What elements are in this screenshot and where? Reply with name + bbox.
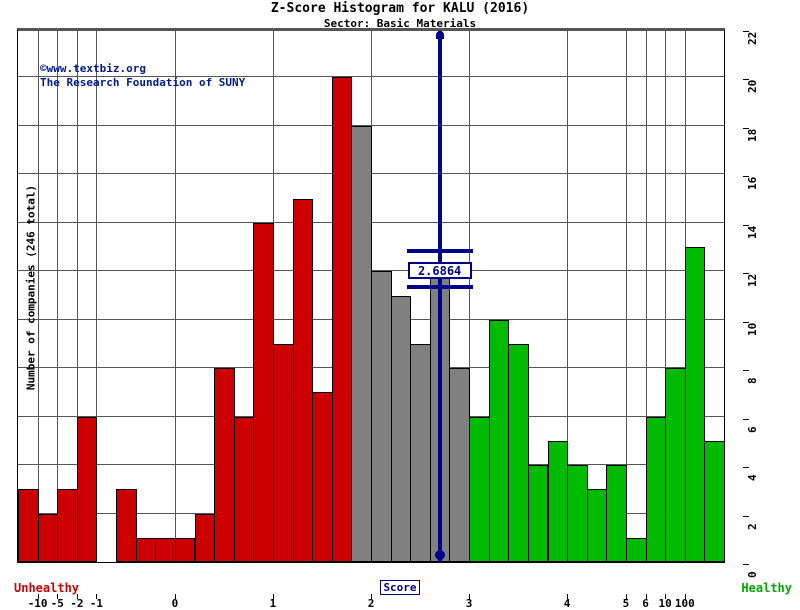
- histogram-bar: [410, 343, 431, 562]
- x-axis-tick-label: 0: [171, 597, 179, 610]
- histogram-bar: [331, 77, 353, 562]
- unhealthy-label: Unhealthy: [14, 581, 80, 595]
- x-axis-tick-label: 2: [367, 597, 375, 610]
- x-axis-tick-mark: [665, 594, 667, 599]
- histogram-bar: [606, 465, 627, 562]
- x-axis-tick-mark: [57, 594, 59, 599]
- x-axis-tick-mark: [625, 594, 627, 599]
- x-axis-tick-mark: [96, 594, 98, 599]
- chart-header: Z-Score Histogram for KALU (2016) Sector…: [0, 0, 800, 31]
- histogram-bar: [194, 513, 216, 562]
- score-marker-cap: [435, 31, 444, 39]
- histogram-bar: [684, 247, 706, 562]
- x-axis-tick-label: 4: [563, 597, 571, 610]
- score-marker-lower-whisker: [406, 285, 473, 290]
- x-axis-tick-label: -1: [89, 597, 104, 610]
- x-axis-label: Score: [0, 580, 800, 595]
- histogram-bars: [18, 31, 725, 562]
- score-marker-dot: [434, 550, 445, 560]
- x-axis-tick-mark: [684, 594, 686, 599]
- x-axis-tick-mark: [76, 594, 78, 599]
- histogram-bar: [390, 295, 412, 562]
- histogram-bar: [76, 416, 98, 562]
- y-axis-tick-label: 10: [746, 322, 759, 336]
- x-axis-tick-mark: [645, 594, 647, 599]
- histogram-bar: [155, 537, 176, 562]
- x-axis-tick-label: 3: [465, 597, 473, 610]
- histogram-bar: [508, 343, 529, 562]
- x-axis-tick-label: 1: [269, 597, 277, 610]
- histogram-bar: [292, 198, 314, 562]
- y-axis-tick-mark: [743, 31, 749, 32]
- histogram-bar: [665, 368, 686, 562]
- y-axis-tick-label: 16: [746, 177, 759, 191]
- x-axis-tick-mark: [272, 594, 274, 599]
- histogram-plot-area: ©www.textbiz.org The Research Foundation…: [17, 28, 759, 610]
- x-axis-label-text: Score: [380, 580, 420, 595]
- y-axis-tick-label: 0: [746, 571, 759, 578]
- histogram-bar: [704, 440, 725, 562]
- score-marker-upper-whisker: [406, 249, 473, 254]
- y-axis-tick-mark: [743, 467, 749, 469]
- healthy-label: Healthy: [741, 581, 792, 595]
- y-axis-label: Number of companies (246 total): [24, 184, 38, 391]
- y-axis-tick-label: 18: [746, 128, 759, 142]
- y-axis-tick-mark: [743, 564, 749, 565]
- y-axis-tick-label: 4: [746, 474, 759, 482]
- y-axis-tick-mark: [743, 321, 749, 323]
- histogram-bar: [567, 465, 588, 562]
- histogram-bar: [625, 537, 647, 562]
- y-axis-tick-label: 8: [746, 377, 759, 385]
- histogram-bar: [174, 537, 196, 562]
- y-axis-tick-label: 6: [746, 426, 759, 433]
- histogram-bar: [233, 416, 255, 562]
- histogram-bar: [351, 125, 372, 562]
- x-axis-tick-mark: [567, 594, 569, 599]
- score-marker-label: 2.6864: [407, 262, 472, 280]
- y-axis-tick-mark: [743, 224, 749, 226]
- histogram-bar: [312, 392, 333, 562]
- histogram-bar: [37, 513, 59, 562]
- x-axis-tick-mark: [371, 594, 372, 599]
- y-axis-tick-label: 2: [746, 522, 759, 530]
- y-axis-tick-mark: [743, 127, 749, 129]
- histogram-bar: [449, 368, 471, 562]
- y-axis-tick-mark: [743, 370, 749, 372]
- y-axis-tick-mark: [743, 79, 749, 81]
- y-axis-tick-label: 12: [746, 274, 759, 288]
- credit-line-1: ©www.textbiz.org: [40, 62, 146, 75]
- histogram-bar: [253, 222, 274, 562]
- page-title: Z-Score Histogram for KALU (2016): [270, 1, 530, 16]
- credit-watermark: ©www.textbiz.org The Research Foundation…: [40, 62, 245, 90]
- y-axis-tick-label: 20: [746, 80, 759, 94]
- histogram-bar: [488, 319, 510, 562]
- histogram-bar: [214, 368, 235, 562]
- x-axis-tick-mark: [174, 594, 176, 599]
- histogram-bar: [586, 489, 608, 562]
- histogram-bar: [645, 416, 667, 562]
- histogram-bar: [18, 489, 39, 562]
- histogram-bar: [135, 537, 157, 562]
- histogram-bar: [116, 489, 137, 562]
- histogram-bar: [469, 416, 490, 562]
- y-axis-tick-mark: [743, 273, 749, 275]
- y-axis-tick-mark: [743, 418, 749, 420]
- histogram-bar: [272, 343, 294, 562]
- y-axis-tick-label: 22: [746, 31, 759, 45]
- score-marker-line: [437, 31, 442, 562]
- histogram-bar: [527, 465, 549, 562]
- histogram-bar: [57, 489, 78, 562]
- x-axis-tick-mark: [37, 594, 39, 599]
- y-axis-tick-mark: [743, 515, 749, 517]
- x-axis-tick-label: 100: [674, 597, 695, 610]
- y-axis-tick-label: 14: [746, 225, 759, 239]
- histogram-bar: [371, 271, 392, 562]
- x-axis-tick-mark: [469, 594, 471, 599]
- chart-subtitle: Sector: Basic Materials: [323, 17, 477, 30]
- y-axis-tick-mark: [743, 176, 749, 178]
- credit-line-2: The Research Foundation of SUNY: [40, 76, 246, 89]
- histogram-bar: [547, 440, 569, 562]
